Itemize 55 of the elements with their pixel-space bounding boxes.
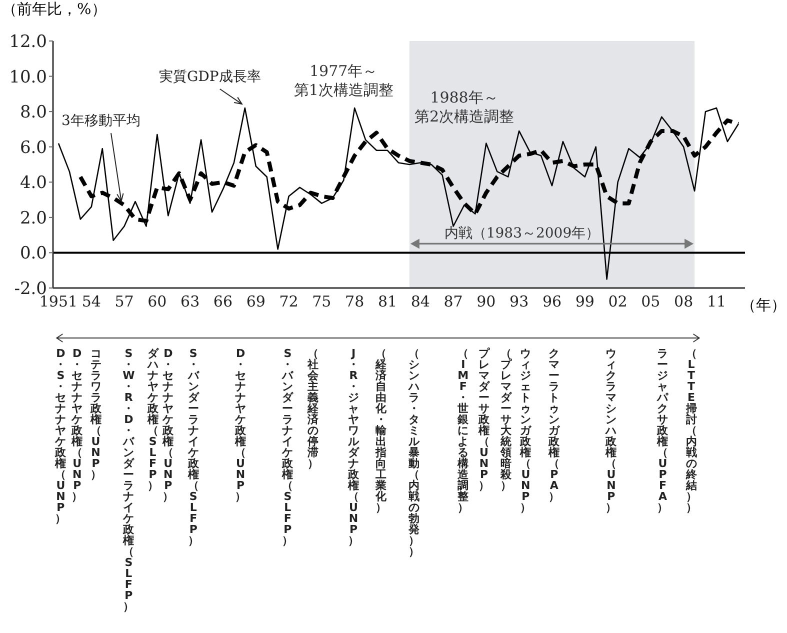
y-tick-label: 10.0 [9,67,47,88]
text: （IMF・世銀による構造調整） [458,347,469,514]
text: ラージャパクサ政権（UPFA） [657,347,668,514]
text: J・R・ジャヤワルダナ政権（UNP） [348,347,359,547]
y-tick-label: 0.0 [20,244,47,264]
x-tick-label: 93 [510,292,529,311]
annotation: 1988年～第2次構造調整 [414,88,514,126]
text: S・バンダーラナイケ政権（SLFP） [188,347,199,547]
x-tick-label: 57 [114,292,134,311]
text: ダハナヤケ政権（SLFP） [147,347,158,492]
text: コテラワラ政権（UNP） [90,347,102,481]
x-tick-label: 99 [575,292,594,311]
text: D・S・セナナヤケ政権（UNP） [55,347,66,525]
x-tick-label: 08 [674,292,694,311]
x-tick-label: 72 [279,292,298,311]
x-tick-label: 81 [378,292,398,311]
x-tick-label: 60 [148,292,167,311]
x-tick-label: 96 [542,292,562,311]
text: クマーラトゥンガ政権（PA） [548,347,560,503]
text: （社会主義経済の停滞） [307,347,318,470]
y-tick-label: 8.0 [20,102,47,123]
text: D・セナナヤケ政権（UNP） [72,347,83,503]
x-tick-label: 84 [410,292,430,311]
annotation: 1977年～第1次構造調整 [294,62,394,99]
x-axis-title: （年） [741,296,786,315]
text: （シンハラ・タミル暴動（内戦の勃発）） [408,347,420,558]
x-tick-label: 90 [476,292,496,311]
text: D・セナナヤケ政権（UNP） [235,347,246,503]
text: ウィジェトゥンガ政権（UNP） [520,347,532,514]
band-label: 内戦（1983～2009年） [444,226,600,242]
text: S・バンダーラナイケ政権（SLFP） [282,347,294,547]
y-tick-label: 12.0 [9,32,47,52]
text: （LTTE掃討（内戦の終結）） [686,347,697,514]
x-tick-label: 87 [444,292,463,311]
text: （経済自由化・輸出指向工業化） [375,347,386,514]
text: プレマダーサ政権（UNP） [478,347,490,492]
y-axis-title: （前年比，%） [2,0,106,19]
x-tick-label: 78 [345,292,364,311]
x-tick-label: 54 [82,292,101,311]
y-tick-label: 4.0 [20,173,47,194]
text: ウィクラマシンハ政権（UNP） [606,347,617,514]
annotation: 実質GDP成長率 [159,69,261,85]
x-tick-label: 02 [608,292,628,311]
x-tick-label: 75 [312,292,332,311]
y-tick-label: 6.0 [20,138,47,158]
x-tick-label: 11 [706,292,726,311]
x-tick-label: 05 [641,292,660,311]
text: （プレマダーサ大統領暗殺） [500,347,512,492]
x-tick-label: 63 [180,292,200,311]
annotation: 3年移動平均 [62,113,140,130]
text: S・W・R・D・バンダーラナイケ政権（SLFP） [122,347,135,613]
x-tick-label: 69 [246,292,266,311]
y-tick-label: 2.0 [20,208,47,228]
text: D・セナナヤケ政権（UNP） [162,347,174,503]
x-tick-label: 66 [213,292,233,311]
